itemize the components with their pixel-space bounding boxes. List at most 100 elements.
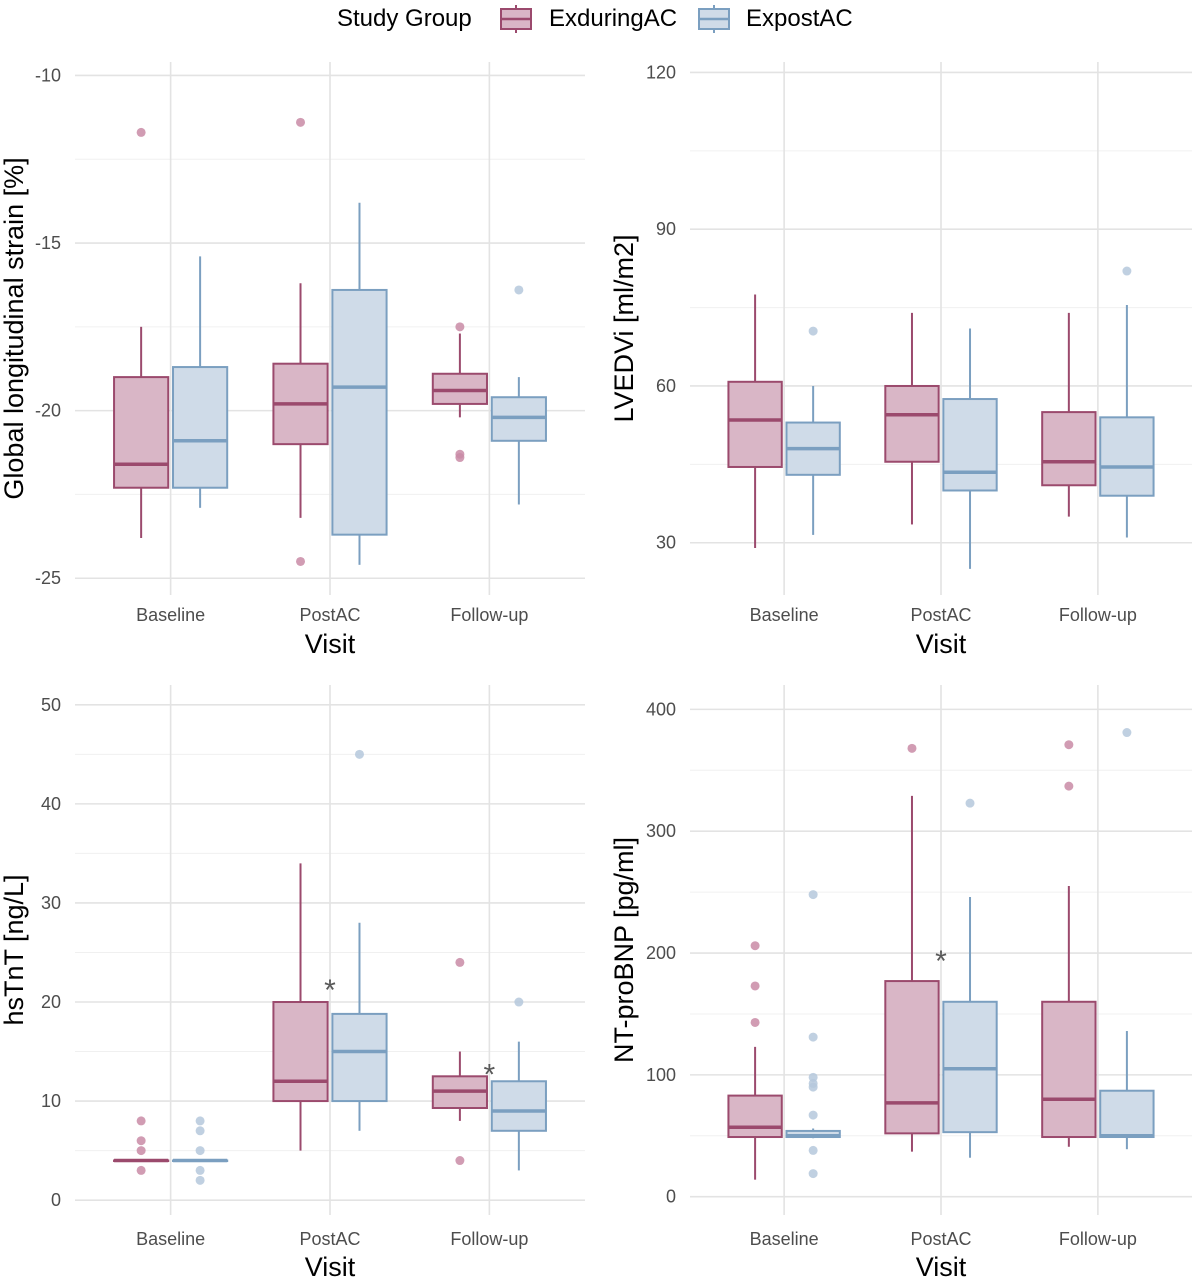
- box-exduringac-baseline: [727, 941, 783, 1180]
- y-axis-title: hsTnT [ng/L]: [0, 874, 29, 1025]
- box-exduringac-follow-up: [431, 322, 488, 463]
- outlier-point: [808, 326, 818, 336]
- box-expostac-postac: [942, 798, 998, 1158]
- y-tick-label: 100: [646, 1065, 676, 1085]
- outlier-point: [808, 1072, 818, 1082]
- x-tick-label: Follow-up: [450, 1229, 528, 1249]
- legend-key-exduringac: [500, 5, 532, 33]
- box-exduringac-postac: [272, 863, 329, 1151]
- box-exduringac-follow-up: [1041, 740, 1097, 1147]
- outlier-point: [750, 1017, 760, 1027]
- outlier-point: [455, 957, 465, 967]
- y-tick-label: 200: [646, 943, 676, 963]
- outlier-point: [1122, 728, 1132, 738]
- outlier-point: [1064, 781, 1074, 791]
- box-exduringac-follow-up: [1041, 312, 1097, 517]
- y-axis-title: Global longitudinal strain [%]: [0, 157, 29, 499]
- x-tick-label: PostAC: [910, 1229, 971, 1249]
- outlier-point: [808, 890, 818, 900]
- box-exduringac-postac: [272, 117, 329, 566]
- outlier-point: [1122, 266, 1132, 276]
- y-tick-label: 120: [646, 62, 676, 82]
- box-iqr: [884, 980, 940, 1135]
- box-iqr: [1099, 416, 1155, 497]
- outlier-point: [136, 1116, 146, 1126]
- y-tick-label: 40: [41, 794, 61, 814]
- x-axis-title: Visit: [305, 1252, 356, 1280]
- box-exduringac-follow-up: [431, 957, 488, 1166]
- outlier-point: [808, 1032, 818, 1042]
- outlier-point: [514, 997, 524, 1007]
- box-expostac-baseline: [785, 326, 841, 535]
- box-expostac-follow-up: [1099, 266, 1155, 538]
- box-expostac-postac: [331, 749, 388, 1131]
- outlier-point: [136, 1165, 146, 1175]
- gridlines: [75, 62, 585, 595]
- panel-1: -25 -20 -15 -10 Baseline PostAC Follow-up Visit…: [0, 62, 585, 659]
- outlier-point: [455, 453, 465, 463]
- y-tick-label: 30: [656, 533, 676, 553]
- outlier-point: [965, 798, 975, 808]
- outlier-point: [195, 1126, 205, 1136]
- outlier-point: [296, 556, 306, 566]
- x-tick-label: Baseline: [750, 605, 819, 625]
- outlier-point: [1064, 740, 1074, 750]
- x-tick-label: Baseline: [750, 1229, 819, 1249]
- box-iqr: [490, 1080, 547, 1132]
- outlier-point: [808, 1110, 818, 1120]
- outlier-point: [195, 1175, 205, 1185]
- significance-marker: *: [935, 945, 947, 978]
- y-tick-label: 50: [41, 695, 61, 715]
- gridlines: [690, 685, 1192, 1215]
- legend: Study Group ExduringAC ExpostAC: [337, 5, 853, 33]
- panel-3: 0 10 20 30 40 50 Baseline PostAC Follow-up Visit h…: [0, 685, 585, 1280]
- box-iqr: [331, 1012, 388, 1103]
- x-tick-label: PostAC: [299, 605, 360, 625]
- box-expostac-follow-up: [1099, 728, 1155, 1150]
- outlier-point: [514, 285, 524, 295]
- box-expostac-baseline: [172, 1116, 229, 1185]
- legend-label-exduringac: ExduringAC: [549, 5, 677, 32]
- box-exduringac-baseline: [113, 127, 170, 539]
- x-tick-label: Follow-up: [1059, 1229, 1137, 1249]
- outlier-point: [195, 1116, 205, 1126]
- box-expostac-postac: [331, 202, 388, 565]
- outlier-point: [136, 127, 146, 137]
- y-tick-label: 0: [666, 1187, 676, 1207]
- outlier-point: [750, 981, 760, 991]
- outlier-point: [455, 1156, 465, 1166]
- y-axis-title: NT-proBNP [pg/ml]: [609, 837, 639, 1063]
- box-iqr: [172, 366, 229, 489]
- box-iqr: [272, 1001, 329, 1103]
- y-tick-label: -15: [35, 233, 61, 253]
- legend-title: Study Group: [337, 5, 472, 32]
- box-iqr: [1041, 1000, 1097, 1139]
- x-tick-label: PostAC: [910, 605, 971, 625]
- outlier-point: [195, 1146, 205, 1156]
- outlier-point: [296, 117, 306, 127]
- outlier-point: [136, 1146, 146, 1156]
- box-exduringac-postac: [884, 743, 940, 1152]
- gridlines: [75, 685, 585, 1215]
- outlier-point: [750, 941, 760, 951]
- box-expostac-follow-up: [490, 997, 547, 1171]
- box-iqr: [727, 380, 783, 468]
- x-tick-label: Baseline: [136, 1229, 205, 1249]
- y-tick-label: -25: [35, 568, 61, 588]
- box-iqr: [113, 376, 170, 489]
- x-tick-label: Follow-up: [1059, 605, 1137, 625]
- box-expostac-baseline: [785, 890, 841, 1179]
- x-axis-title: Visit: [916, 1252, 967, 1280]
- gridlines: [690, 62, 1192, 595]
- outlier-point: [808, 1145, 818, 1155]
- outlier-point: [455, 322, 465, 332]
- y-tick-label: 0: [51, 1190, 61, 1210]
- y-tick-label: 400: [646, 699, 676, 719]
- box-exduringac-baseline: [113, 1116, 170, 1175]
- box-exduringac-baseline: [727, 294, 783, 548]
- y-tick-label: 10: [41, 1091, 61, 1111]
- box-expostac-follow-up: [490, 285, 547, 505]
- box-iqr: [1099, 1089, 1155, 1139]
- y-tick-label: 60: [656, 376, 676, 396]
